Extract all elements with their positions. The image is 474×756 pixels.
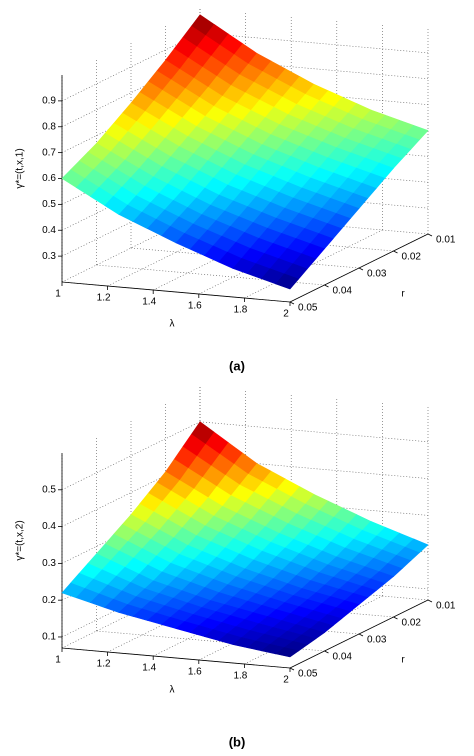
y-tick-label: 0.02 [402,252,422,263]
z-tick-label: 0.1 [42,632,56,643]
tick-mark [289,301,295,305]
tick-mark [393,616,398,620]
y-axis-label: r [401,289,405,300]
grid-line [96,630,325,652]
tick-mark [324,650,329,654]
x-tick-label: 1.8 [233,305,247,316]
x-axis-label: λ [170,319,175,330]
surface-patch [275,273,300,290]
x-tick-label: 1.4 [142,297,156,308]
z-axis-label: γ*=(t,x,2) [15,520,26,560]
tick-mark [393,250,398,254]
y-tick-label: 0.04 [333,652,353,663]
x-tick-label: 1.4 [142,663,156,674]
panel-caption: (b) [229,734,246,749]
x-tick-label: 2 [283,309,289,320]
x-tick-label: 1 [55,289,61,300]
y-tick-label: 0.03 [367,269,387,280]
x-tick-label: 1.2 [97,659,111,670]
y-tick-label: 0.05 [298,669,318,680]
y-tick-label: 0.03 [367,635,387,646]
x-tick-label: 2 [283,675,289,686]
x-tick-label: 1.8 [233,671,247,682]
surface-patch [275,647,300,658]
z-tick-label: 0.9 [42,96,56,107]
axis-line [289,233,429,303]
y-tick-label: 0.05 [298,303,318,314]
axis-line [61,281,291,303]
tick-mark [427,599,433,603]
tick-mark [289,667,295,671]
z-tick-label: 0.4 [42,225,56,236]
z-tick-label: 0.6 [42,173,56,184]
z-tick-label: 0.5 [42,199,56,210]
axis-line [61,647,291,669]
grid-line [199,458,429,479]
z-axis-label: γ*=(t,x,1) [15,148,26,188]
y-axis-label: r [401,655,405,666]
x-tick-label: 1.2 [97,293,111,304]
z-tick-label: 0.3 [42,251,56,262]
y-tick-label: 0.01 [436,235,456,246]
z-tick-label: 0.8 [42,121,56,132]
z-tick-label: 0.2 [42,595,56,606]
grid-line [199,32,429,54]
panel-caption: (a) [229,358,245,373]
z-tick-label: 0.5 [42,484,56,495]
y-tick-label: 0.01 [436,601,456,612]
tick-mark [427,233,433,237]
x-tick-label: 1 [55,655,61,666]
grid-line [199,58,429,80]
z-tick-label: 0.3 [42,558,56,569]
x-tick-label: 1.6 [188,667,202,678]
tick-mark [324,284,329,288]
z-tick-label: 0.4 [42,521,56,532]
y-tick-label: 0.02 [402,618,422,629]
axis-line [289,599,429,669]
y-tick-label: 0.04 [333,286,353,297]
tick-mark [358,633,364,637]
x-axis-label: λ [170,685,175,696]
x-tick-label: 1.6 [188,301,202,312]
grid-line [96,264,325,286]
tick-mark [358,267,364,271]
grid-line [199,421,429,443]
z-tick-label: 0.7 [42,147,56,158]
